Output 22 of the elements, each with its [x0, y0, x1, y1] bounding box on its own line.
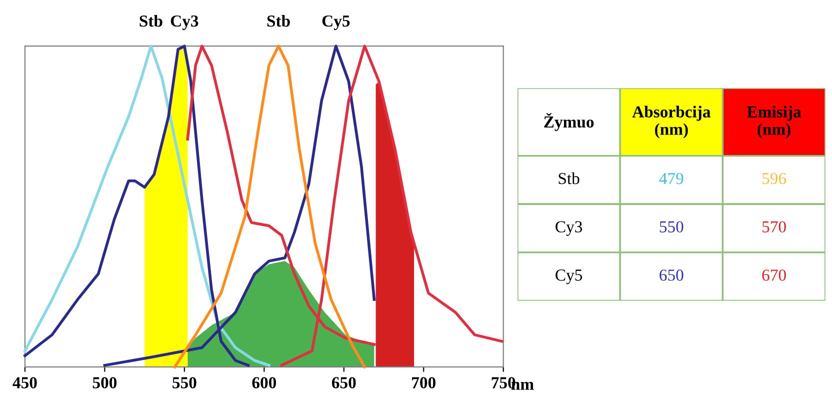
text: 650 — [660, 270, 684, 281]
category-label: Absorbcija (nm) — [632, 106, 711, 138]
annotation: Cy3 — [170, 15, 198, 30]
text: 670 — [762, 270, 786, 281]
annotation: Stb — [140, 14, 162, 27]
category-label: Stb — [558, 172, 580, 184]
x-tick-label: 450 — [12, 377, 37, 388]
x-tick-label: 600 — [252, 377, 276, 388]
text: 550 — [660, 221, 684, 232]
text: 570 — [762, 221, 786, 232]
x-tick-label: 650 — [332, 377, 356, 388]
x-tick-label: 700 — [412, 377, 436, 388]
text: 596 — [762, 172, 786, 184]
text: 479 — [659, 172, 684, 184]
x-tick-label: 550 — [172, 377, 196, 388]
annotation: Stb — [267, 14, 290, 27]
x-tick-label: 500 — [92, 377, 117, 388]
category-label: Emisija (nm) — [747, 106, 802, 138]
category-label: Žymuo — [544, 113, 594, 132]
annotation: Cy5 — [322, 15, 350, 30]
category-label: Cy5 — [556, 270, 582, 284]
category-label: Cy3 — [556, 221, 582, 236]
